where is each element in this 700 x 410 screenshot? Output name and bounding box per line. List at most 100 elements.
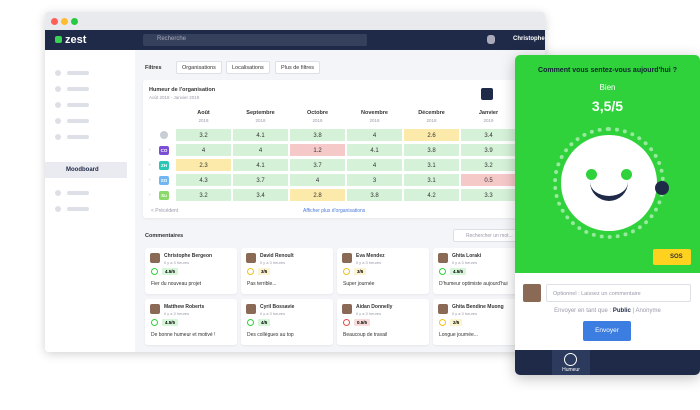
mood-cell[interactable]: 4.3 bbox=[175, 173, 232, 187]
comment-time: Il y a 3 heures bbox=[356, 260, 382, 265]
comment-text: De bonne humeur et motivé ! bbox=[151, 332, 216, 338]
mood-cell[interactable]: 3.2 bbox=[175, 128, 232, 142]
comment-time: Il y a 3 heures bbox=[260, 311, 286, 316]
sidebar-item[interactable] bbox=[55, 70, 115, 76]
comment-name: Ghita Bendine Muong bbox=[452, 304, 504, 310]
mood-cell[interactable]: 4 bbox=[346, 128, 403, 142]
comment-rating: 4.5/5 bbox=[162, 268, 179, 275]
mood-cell[interactable]: 3.4 bbox=[460, 128, 517, 142]
mood-label: Bien bbox=[599, 83, 616, 92]
mood-cell[interactable]: 3.9 bbox=[460, 143, 517, 157]
comment-input[interactable]: Optionnel : Laissez un commentaire bbox=[546, 284, 691, 302]
mood-cell[interactable]: 1.2 bbox=[289, 143, 346, 157]
mood-cell[interactable]: 3.1 bbox=[403, 158, 460, 172]
comment-card[interactable]: Ghita Bendine Muong Il y a 3 heures 2/5 Lon… bbox=[433, 299, 525, 345]
mobile-panel: Comment vous sentez-vous aujourd'hui ? B… bbox=[515, 55, 700, 375]
mood-cell[interactable]: 2.8 bbox=[289, 188, 346, 202]
search[interactable]: Recherche bbox=[143, 34, 367, 46]
close-dot[interactable] bbox=[51, 18, 58, 25]
comment-card[interactable]: Eva Mendez Il y a 3 heures 3/5 Super journé… bbox=[337, 248, 429, 294]
comment-name: Aidan Donnelly bbox=[356, 304, 393, 310]
comment-avatar bbox=[150, 253, 160, 263]
user-name[interactable]: Christophe bbox=[513, 36, 545, 42]
mood-cell[interactable]: 2.6 bbox=[403, 128, 460, 142]
filter-button[interactable]: Organisations bbox=[176, 61, 222, 74]
title-bar bbox=[45, 12, 545, 30]
comment-text: Longue journée... bbox=[439, 332, 478, 338]
row-expand[interactable]: › bbox=[149, 147, 151, 152]
row-icon bbox=[160, 131, 168, 139]
sidebar-item[interactable] bbox=[55, 102, 115, 108]
sidebar-item[interactable] bbox=[55, 190, 115, 196]
mood-cell[interactable]: 4.1 bbox=[346, 143, 403, 157]
anonymous-option[interactable]: Anonyme bbox=[635, 308, 661, 314]
mood-cell[interactable]: 3.4 bbox=[232, 188, 289, 202]
row-expand[interactable]: › bbox=[149, 177, 151, 182]
public-option[interactable]: Public bbox=[612, 308, 631, 314]
bell[interactable] bbox=[487, 35, 495, 44]
sos-button[interactable]: SOS bbox=[653, 249, 691, 265]
row-tag[interactable]: CO bbox=[159, 146, 169, 155]
mood-cell[interactable]: 3.8 bbox=[346, 188, 403, 202]
comment-card[interactable]: Aidan Donnelly Il y a 3 heures 0.5/5 Beauco… bbox=[337, 299, 429, 345]
mood-cell[interactable]: 3.3 bbox=[460, 188, 517, 202]
column-year: 2018 bbox=[312, 118, 323, 123]
mood-cell[interactable]: 3.8 bbox=[403, 143, 460, 157]
row-tag[interactable]: Su bbox=[159, 191, 169, 200]
sidebar-item[interactable] bbox=[55, 206, 115, 212]
comment-time: Il y a 3 heures bbox=[260, 260, 286, 265]
mood-cell[interactable]: 4 bbox=[175, 143, 232, 157]
sidebar: Moodboard bbox=[45, 50, 135, 352]
mood-cell[interactable]: 4 bbox=[289, 173, 346, 187]
row-expand[interactable]: › bbox=[149, 162, 151, 167]
tab-label[interactable]: Humeur bbox=[562, 367, 580, 373]
logo[interactable]: zest bbox=[55, 34, 86, 46]
more-link[interactable]: Afficher plus d'organisations bbox=[303, 208, 366, 214]
mood-cell[interactable]: 4 bbox=[346, 158, 403, 172]
mood-cell[interactable]: 4.2 bbox=[403, 188, 460, 202]
dial-handle[interactable] bbox=[655, 181, 669, 195]
column-year: 2018 bbox=[426, 118, 437, 123]
column-month: Janvier bbox=[478, 110, 499, 116]
mood-cell[interactable]: 2.3 bbox=[175, 158, 232, 172]
mood-cell[interactable]: 4 bbox=[232, 143, 289, 157]
sidebar-item[interactable] bbox=[55, 118, 115, 124]
send-as-label: Envoyer en tant que : bbox=[554, 308, 612, 314]
mood-cell[interactable]: 3.7 bbox=[232, 173, 289, 187]
comment-name: Cyril Bossavie bbox=[260, 304, 295, 310]
rating-icon bbox=[439, 268, 446, 275]
send-button[interactable]: Envoyer bbox=[583, 321, 631, 341]
mood-cell[interactable]: 4.1 bbox=[232, 158, 289, 172]
comment-card[interactable]: Matthew Roberts Il y a 3 heures 4.5/5 De bo… bbox=[145, 299, 237, 345]
sidebar-active[interactable]: Moodboard bbox=[45, 162, 127, 178]
mood-score: 3,5/5 bbox=[591, 98, 624, 114]
row-expand[interactable]: › bbox=[149, 192, 151, 197]
min-dot[interactable] bbox=[61, 18, 68, 25]
mood-cell[interactable]: 3 bbox=[346, 173, 403, 187]
mood-picker: Comment vous sentez-vous aujourd'hui ? B… bbox=[515, 55, 700, 273]
comment-card[interactable]: Cyril Bossavie Il y a 3 heures 4/5 Des coll… bbox=[241, 299, 333, 345]
max-dot[interactable] bbox=[71, 18, 78, 25]
mood-cell[interactable]: 3.1 bbox=[403, 173, 460, 187]
comment-rating: 0.5/5 bbox=[354, 319, 371, 326]
view-toggle[interactable] bbox=[481, 88, 493, 100]
rating-icon bbox=[151, 268, 158, 275]
mood-card: Humeur de l'organisation Août 2018 - Jan… bbox=[143, 80, 545, 218]
mood-cell[interactable]: 3.2 bbox=[175, 188, 232, 202]
mood-cell[interactable]: 3.8 bbox=[289, 128, 346, 142]
comment-card[interactable]: Ghita Loraki Il y a 3 heures 4.5/5 D'humeur… bbox=[433, 248, 525, 294]
row-tag[interactable]: SO bbox=[159, 176, 169, 185]
mood-cell[interactable]: 3.2 bbox=[460, 158, 517, 172]
filter-button[interactable]: Localisations bbox=[226, 61, 270, 74]
rating-icon bbox=[343, 319, 350, 326]
mood-cell[interactable]: 0.5 bbox=[460, 173, 517, 187]
sidebar-item[interactable] bbox=[55, 86, 115, 92]
mood-cell[interactable]: 3.7 bbox=[289, 158, 346, 172]
comment-card[interactable]: David Renoult Il y a 3 heures 3/5 Pas terri… bbox=[241, 248, 333, 294]
row-tag[interactable]: ZH bbox=[159, 161, 169, 170]
sidebar-item[interactable] bbox=[55, 134, 115, 140]
previous-link[interactable]: < Précédent bbox=[151, 208, 179, 214]
filter-button[interactable]: Plus de filtres bbox=[275, 61, 321, 74]
mood-cell[interactable]: 4.1 bbox=[232, 128, 289, 142]
comment-card[interactable]: Christophe Bergeon Il y a 3 heures 4.5/5 Fi… bbox=[145, 248, 237, 294]
